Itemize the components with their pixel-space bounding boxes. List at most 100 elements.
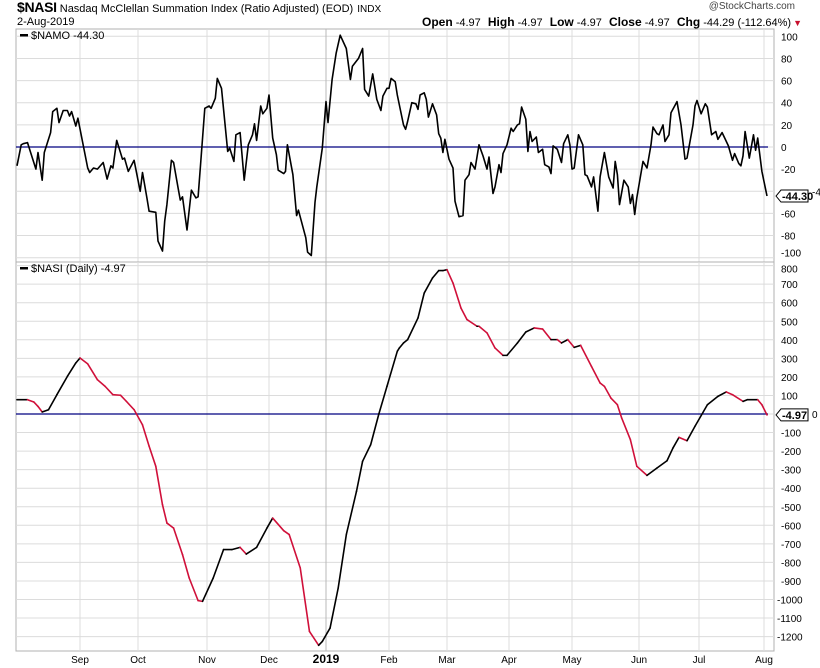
- nasi-segment-falling: [731, 393, 744, 403]
- open-label: Open: [421, 15, 453, 29]
- nasi-segment-rising: [245, 546, 258, 555]
- nasi-segment-falling: [133, 408, 144, 426]
- nasi-segment-rising: [686, 425, 696, 442]
- nasi-segment-falling: [161, 503, 168, 524]
- nasi-segment-rising: [573, 344, 582, 349]
- nasi-segment-rising: [369, 413, 380, 446]
- x-tick-label: Sep: [71, 655, 89, 666]
- y-tick-label: 100: [781, 32, 798, 43]
- nasi-segment-falling: [761, 403, 768, 416]
- legend: $NAMO -44.30: [20, 30, 104, 42]
- nasi-segment-rising: [717, 391, 728, 398]
- nasi-segment-falling: [96, 378, 106, 388]
- nasi-segment-rising: [361, 443, 372, 463]
- last-value-tag: -44.30: [775, 189, 813, 203]
- nasi-segment-falling: [460, 307, 468, 321]
- nasi-segment-rising: [506, 342, 519, 357]
- nasi-segment-rising: [355, 460, 364, 493]
- nasi-segment-falling: [125, 400, 135, 411]
- nasi-segment-falling: [282, 529, 291, 536]
- nasi-segment-rising: [345, 490, 358, 536]
- brand-watermark: @StockCharts.com: [708, 1, 795, 12]
- nasi-segment-falling: [636, 465, 648, 477]
- legend-swatch: [20, 267, 28, 270]
- nasi-segment-falling: [112, 393, 122, 397]
- x-tick-label: Apr: [501, 655, 517, 666]
- y-tick-label: -20: [781, 165, 796, 176]
- nasi-segment-rising: [666, 447, 674, 462]
- nasi-segment-falling: [166, 522, 175, 529]
- y-tick-label: 200: [781, 373, 798, 384]
- nasi-segment-falling: [566, 338, 575, 349]
- x-tick-label: Jun: [631, 655, 647, 666]
- last-value-tag: -4.97: [775, 408, 809, 422]
- chg-value: -44.29 (-112.64%): [703, 17, 792, 29]
- y-tick-label: -300: [781, 466, 801, 477]
- chart-title: $NASI Nasdaq McClellan Summation Index (R…: [17, 0, 381, 17]
- nasi-segment-falling: [616, 403, 623, 419]
- nasi-segment-falling: [494, 347, 504, 357]
- nasi-segment-falling: [603, 385, 612, 399]
- nasi-segment-falling: [610, 397, 619, 406]
- y-tick-label: -60: [781, 209, 796, 220]
- open-value: -4.97: [455, 17, 481, 29]
- nasi-segment-falling: [466, 318, 478, 328]
- nasi-segment-rising: [75, 357, 81, 364]
- x-tick-label: May: [563, 655, 582, 666]
- nasi-segment-rising: [398, 342, 405, 349]
- nasi-segment-falling: [104, 385, 114, 396]
- nasi-segment-rising: [672, 436, 680, 449]
- symbol-description: Nasdaq McClellan Summation Index (Ratio …: [59, 3, 354, 15]
- nasi-segment-rising: [516, 331, 527, 344]
- y-tick-label: -1200: [777, 633, 803, 644]
- nasi-segment-falling: [452, 282, 462, 309]
- nasi-segment-falling: [26, 398, 35, 403]
- nasi-segment-falling: [32, 401, 39, 408]
- y-tick-label: -80: [781, 232, 796, 243]
- ohlc-summary: Open -4.97 High -4.97 Low -4.97 Close -4…: [418, 16, 802, 30]
- nasi-segment-falling: [486, 332, 496, 349]
- y-tick-label: -1000: [777, 596, 803, 607]
- nasi-segment-falling: [308, 630, 320, 647]
- chg-label: Chg: [676, 15, 701, 29]
- y-tick-label: 0: [812, 410, 818, 421]
- nasi-segment-falling: [37, 405, 44, 413]
- nasi-segment-falling: [725, 391, 734, 396]
- nasi-segment-falling: [141, 423, 150, 448]
- nasi-segment-rising: [417, 292, 426, 319]
- y-tick-label: 20: [781, 121, 793, 132]
- panel-frame: [15, 28, 775, 263]
- y-tick-label: -500: [781, 503, 801, 514]
- nasi-segment-rising: [656, 459, 668, 469]
- nasi-segment-rising: [321, 627, 331, 643]
- value-tag-text: -4.97: [782, 410, 807, 422]
- legend-label: $NASI (Daily) -4.97: [31, 263, 126, 275]
- value-tag-box: [775, 189, 809, 203]
- y-tick-label: -800: [781, 558, 801, 569]
- nasi-panel: 800 700 600 500 400 300 200 100 0 -100 -200 -300 -40…: [15, 261, 818, 652]
- close-value: -4.97: [644, 17, 670, 29]
- nasi-segment-falling: [86, 363, 99, 381]
- nasi-segment-rising: [402, 338, 409, 344]
- x-tick-label: Oct: [130, 655, 146, 666]
- nasi-segment-rising: [47, 393, 58, 411]
- namo-series-line: [16, 34, 768, 257]
- nasi-segment-falling: [119, 394, 128, 403]
- panel-frame: [15, 261, 775, 652]
- nasi-segment-falling: [239, 546, 248, 555]
- x-tick-label: Nov: [198, 655, 216, 666]
- x-tick-label: Aug: [755, 655, 773, 666]
- y-tick-label: 600: [781, 299, 798, 310]
- nasi-segment-falling: [620, 417, 632, 441]
- nasi-segment-rising: [255, 527, 268, 549]
- y-tick-label: 800: [781, 265, 798, 276]
- namo-panel: 100 80 60 40 20 0 -20 -40 -60 -80 -100 $NAMO -44.30…: [15, 28, 820, 263]
- nasi-segment-falling: [446, 268, 454, 284]
- legend-label: $NAMO -44.30: [31, 30, 104, 42]
- y-tick-label: 400: [781, 336, 798, 347]
- nasi-segment-rising: [386, 350, 399, 388]
- nasi-segment-falling: [599, 382, 606, 388]
- nasi-segment-rising: [560, 338, 569, 344]
- value-tag-text: -44.30: [782, 191, 813, 203]
